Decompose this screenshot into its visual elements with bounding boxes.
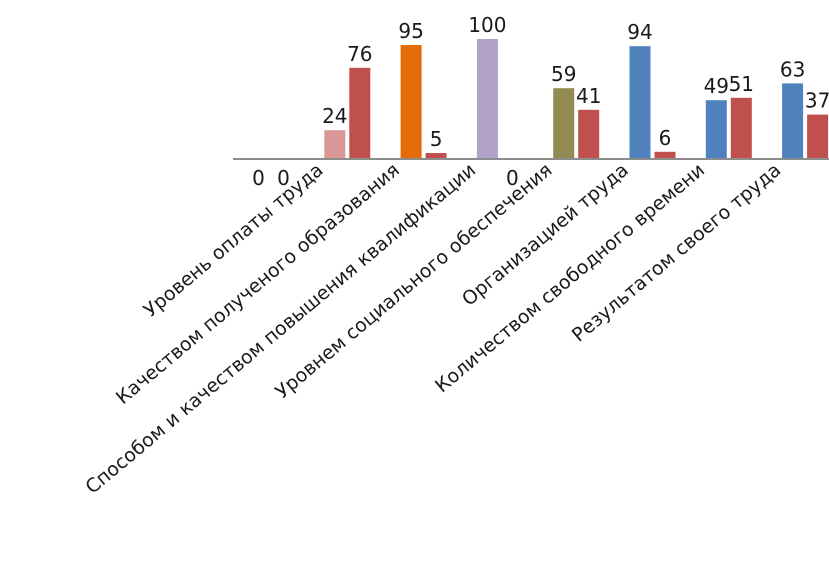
bar-g1-s1: [349, 67, 371, 159]
bar-g4-s1: [578, 109, 600, 159]
bar-g6-s0: [705, 100, 727, 159]
value-label-g7-s0: 63: [780, 57, 805, 81]
value-label-g4-s0: 59: [551, 62, 576, 86]
bar-g2-s0: [400, 45, 422, 159]
value-label-g0-s0: 0: [252, 166, 265, 190]
bar-g5-s1: [654, 151, 676, 159]
value-label-g3-s1: 0: [506, 166, 519, 190]
category-label-5: Количеством свободного времени: [431, 159, 709, 397]
value-label-g2-s1: 5: [430, 127, 443, 151]
value-label-g6-s0: 49: [704, 74, 729, 98]
category-label-1: Качеством полученого образования: [112, 159, 404, 409]
value-label-g6-s1: 51: [729, 72, 754, 96]
bar-g1-s0: [324, 130, 346, 159]
value-label-g4-s1: 41: [576, 84, 601, 108]
value-label-g3-s0: 100: [468, 13, 506, 37]
bar-g3-s0: [476, 39, 498, 159]
bar-g2-s1: [425, 153, 447, 159]
value-label-g2-s0: 95: [398, 19, 423, 43]
bar-g5-s0: [629, 46, 651, 160]
value-label-g5-s0: 94: [627, 20, 652, 44]
value-label-g0-s1: 0: [277, 166, 290, 190]
value-label-g7-s1: 37: [805, 89, 829, 113]
bar-g6-s1: [730, 97, 752, 159]
value-label-g1-s1: 76: [347, 42, 372, 66]
bar-g7-s1: [807, 114, 829, 159]
value-label-g1-s0: 24: [322, 104, 347, 128]
bars-layer: [324, 39, 829, 160]
value-label-g5-s1: 6: [659, 126, 672, 150]
category-label-3: Уровнем социального обеспечения: [271, 159, 556, 403]
bar-g4-s0: [553, 88, 575, 159]
bar-g7-s0: [782, 83, 804, 159]
